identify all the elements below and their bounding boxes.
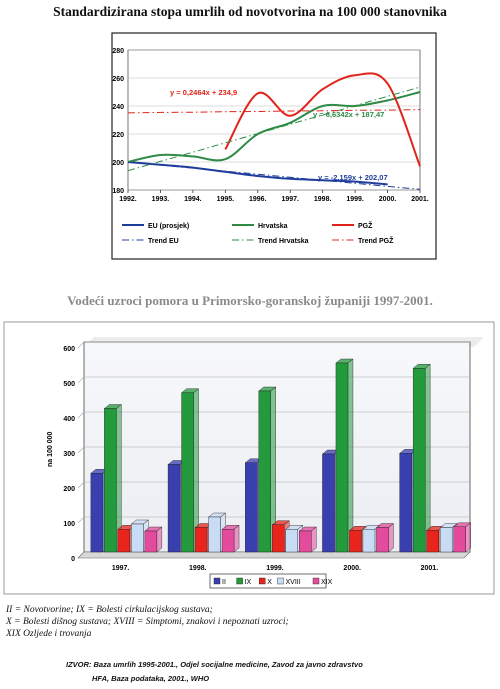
bar-x-1997 <box>117 524 136 553</box>
line-legend-label: Hrvatska <box>258 223 288 230</box>
bar-gridline-side <box>77 341 85 349</box>
bar-xviii-1997 <box>130 519 149 553</box>
bar-legend-swatch <box>236 577 243 585</box>
bar-gridline-side <box>77 376 85 384</box>
bar-xix-1998 <box>221 524 240 553</box>
bar-y-tick-label: 500 <box>63 381 75 388</box>
bar-legend-box <box>209 573 327 589</box>
bar-x-tick-label: 1998. <box>189 565 207 572</box>
bar-xix-2001 <box>453 522 472 553</box>
source-note: IZVOR: Baza umrlih 1995-2001., Odjel soc… <box>66 658 363 686</box>
line-series-eu-prosjek- <box>127 161 388 186</box>
bar-xix-1997 <box>144 526 163 553</box>
bar-legend-label: II <box>222 579 226 586</box>
bar-legend-label: XVIII <box>286 579 301 586</box>
line-series-pg- <box>224 72 421 167</box>
line-x-tick-label: 1993. <box>152 196 170 203</box>
bar-gridline-side <box>77 446 85 454</box>
line-legend-label: Trend Hrvatska <box>258 238 309 245</box>
bar-chart-title: Vodeći uzroci pomora u Primorsko-goransk… <box>67 293 433 308</box>
line-y-tick-label: 260 <box>112 76 124 83</box>
bar-legend-swatch <box>259 577 266 585</box>
note-line-3: XIX Ozljede i trovanja <box>6 629 92 639</box>
bar-y-tick-label: 200 <box>63 486 75 493</box>
bar-gridline-side <box>77 481 85 489</box>
bar-y-tick-label: 400 <box>63 416 75 423</box>
bar-legend-label: XIX <box>321 579 333 586</box>
bar-xix-1999 <box>298 526 317 553</box>
bar-y-tick-label: 300 <box>63 451 75 458</box>
bar-legend-swatch <box>213 577 221 585</box>
bar-legend-label: X <box>267 579 272 586</box>
bar-legend-label: IX <box>245 579 252 586</box>
line-x-tick-label: 1996. <box>249 196 267 203</box>
bar-y-tick-label: 100 <box>63 521 75 528</box>
line-legend-label: PGŽ <box>358 221 373 230</box>
line-y-tick-label: 240 <box>112 104 124 111</box>
line-y-tick-label: 180 <box>112 188 124 195</box>
note-line-1: II = Novotvorine; IX = Bolesti cirkulaci… <box>6 605 213 615</box>
bar-legend-swatch <box>277 577 284 585</box>
trend-equation-label: y = -2,159x + 202,07 <box>318 173 388 182</box>
line-y-tick-label: 220 <box>112 132 124 139</box>
line-x-tick-label: 1995. <box>217 196 235 203</box>
line-x-tick-label: 2001. <box>411 196 429 203</box>
line-x-tick-label: 1998. <box>314 196 332 203</box>
line-y-tick-label: 200 <box>112 160 124 167</box>
line-series-trend-eu <box>127 161 421 190</box>
bar-ix-1999 <box>258 386 277 553</box>
bar-x-tick-label: 1999. <box>266 565 284 572</box>
bar-x-tick-label: 2001. <box>421 565 439 572</box>
line-legend-label: EU (prosjek) <box>148 223 189 230</box>
line-x-tick-label: 1999. <box>346 196 364 203</box>
source-line-2: HFA, Baza podataka, 2001., WHO <box>92 674 210 683</box>
line-x-tick-label: 1997. <box>281 196 299 203</box>
bar-y-tick-label: 0 <box>71 556 75 563</box>
note-line-2: X = Bolesti dišnog sustava; XVIII = Simp… <box>6 617 289 627</box>
source-line-1: IZVOR: Baza umrlih 1995-2001., Odjel soc… <box>66 660 363 669</box>
line-y-tick-label: 280 <box>112 48 124 55</box>
line-legend-label: Trend EU <box>148 238 179 245</box>
bar-y-axis-label: na 100 000 <box>47 431 54 467</box>
bar-xix-2000 <box>375 523 395 553</box>
trend-equation-label: y = 6,6342x + 187,47 <box>313 110 384 119</box>
line-x-tick-label: 2000. <box>379 196 397 203</box>
line-series-trend-pg- <box>127 109 421 114</box>
line-series-trend-hrvatska <box>127 86 421 172</box>
bar-ix-2001 <box>412 363 431 553</box>
bar-x-tick-label: 2000. <box>343 565 361 572</box>
trend-equation-label: y = 0,2464x + 234,9 <box>170 88 237 97</box>
bar-y-tick-label: 600 <box>63 346 75 353</box>
bar-chart-floor <box>77 551 471 559</box>
bar-legend-swatch <box>312 577 320 585</box>
line-x-tick-label: 1992. <box>119 196 137 203</box>
bar-x-tick-label: 1997. <box>112 565 130 572</box>
abbreviation-notes: II = Novotvorine; IX = Bolesti cirkulaci… <box>6 604 289 640</box>
bar-x-1998 <box>194 523 213 553</box>
line-series-hrvatska <box>127 91 421 163</box>
bar-ix-2000 <box>335 358 354 553</box>
line-x-tick-label: 1994. <box>184 196 202 203</box>
line-chart-plot-area <box>127 49 421 191</box>
bar-ix-1998 <box>180 388 200 553</box>
line-legend-label: Trend PGŽ <box>358 236 394 245</box>
line-chart-title: Standardizirana stopa umrlih od novotvor… <box>53 4 447 19</box>
bar-gridline-side <box>77 516 85 524</box>
bar-gridline-side <box>77 411 85 419</box>
